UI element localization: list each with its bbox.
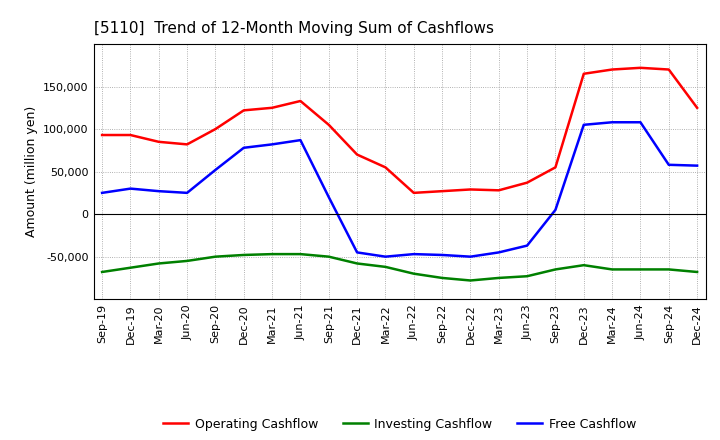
Operating Cashflow [353, 152, 361, 157]
Free Cashflow [183, 190, 192, 195]
Free Cashflow [580, 122, 588, 128]
Line: Free Cashflow: Free Cashflow [102, 122, 697, 257]
Y-axis label: Amount (million yen): Amount (million yen) [24, 106, 37, 237]
Free Cashflow [608, 120, 616, 125]
Line: Investing Cashflow: Investing Cashflow [102, 254, 697, 280]
Operating Cashflow [551, 165, 559, 170]
Operating Cashflow [381, 165, 390, 170]
Free Cashflow [693, 163, 701, 168]
Operating Cashflow [580, 71, 588, 77]
Free Cashflow [98, 190, 107, 195]
Investing Cashflow [410, 271, 418, 276]
Operating Cashflow [155, 139, 163, 144]
Operating Cashflow [466, 187, 474, 192]
Operating Cashflow [608, 67, 616, 72]
Investing Cashflow [155, 261, 163, 266]
Operating Cashflow [438, 188, 446, 194]
Free Cashflow [438, 252, 446, 257]
Free Cashflow [353, 250, 361, 255]
Investing Cashflow [580, 263, 588, 268]
Free Cashflow [523, 243, 531, 248]
Investing Cashflow [466, 278, 474, 283]
Line: Operating Cashflow: Operating Cashflow [102, 68, 697, 193]
Investing Cashflow [636, 267, 644, 272]
Investing Cashflow [126, 265, 135, 270]
Investing Cashflow [211, 254, 220, 259]
Operating Cashflow [693, 105, 701, 110]
Operating Cashflow [268, 105, 276, 110]
Free Cashflow [155, 188, 163, 194]
Operating Cashflow [636, 65, 644, 70]
Investing Cashflow [693, 269, 701, 275]
Investing Cashflow [240, 252, 248, 257]
Free Cashflow [325, 194, 333, 200]
Free Cashflow [466, 254, 474, 259]
Investing Cashflow [98, 269, 107, 275]
Free Cashflow [211, 167, 220, 172]
Investing Cashflow [268, 252, 276, 257]
Operating Cashflow [410, 190, 418, 195]
Free Cashflow [665, 162, 673, 168]
Operating Cashflow [126, 132, 135, 138]
Free Cashflow [495, 250, 503, 255]
Text: [5110]  Trend of 12-Month Moving Sum of Cashflows: [5110] Trend of 12-Month Moving Sum of C… [94, 21, 494, 36]
Operating Cashflow [240, 108, 248, 113]
Investing Cashflow [665, 267, 673, 272]
Investing Cashflow [523, 274, 531, 279]
Investing Cashflow [608, 267, 616, 272]
Free Cashflow [551, 207, 559, 213]
Investing Cashflow [381, 264, 390, 270]
Operating Cashflow [495, 188, 503, 193]
Free Cashflow [296, 137, 305, 143]
Legend: Operating Cashflow, Investing Cashflow, Free Cashflow: Operating Cashflow, Investing Cashflow, … [158, 413, 641, 436]
Operating Cashflow [183, 142, 192, 147]
Operating Cashflow [325, 122, 333, 128]
Investing Cashflow [495, 275, 503, 281]
Operating Cashflow [98, 132, 107, 138]
Investing Cashflow [551, 267, 559, 272]
Investing Cashflow [296, 252, 305, 257]
Operating Cashflow [296, 99, 305, 104]
Free Cashflow [240, 145, 248, 150]
Operating Cashflow [665, 67, 673, 72]
Investing Cashflow [183, 258, 192, 264]
Free Cashflow [381, 254, 390, 259]
Operating Cashflow [211, 126, 220, 132]
Investing Cashflow [438, 275, 446, 281]
Investing Cashflow [353, 261, 361, 266]
Free Cashflow [126, 186, 135, 191]
Operating Cashflow [523, 180, 531, 185]
Investing Cashflow [325, 254, 333, 259]
Free Cashflow [410, 252, 418, 257]
Free Cashflow [636, 120, 644, 125]
Free Cashflow [268, 142, 276, 147]
